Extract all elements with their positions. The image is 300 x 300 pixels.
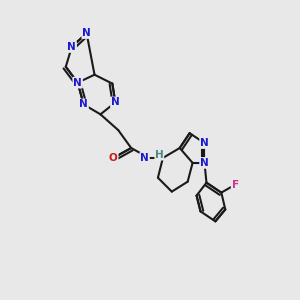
- Text: O: O: [109, 153, 118, 163]
- Text: N: N: [73, 78, 82, 88]
- Text: N: N: [79, 99, 88, 110]
- Text: N: N: [111, 98, 120, 107]
- Text: N: N: [140, 153, 149, 163]
- Text: N: N: [200, 158, 209, 168]
- Text: N: N: [200, 138, 209, 148]
- Text: F: F: [232, 180, 239, 190]
- Text: N: N: [82, 28, 91, 38]
- Text: N: N: [68, 42, 76, 52]
- Text: H: H: [155, 150, 164, 160]
